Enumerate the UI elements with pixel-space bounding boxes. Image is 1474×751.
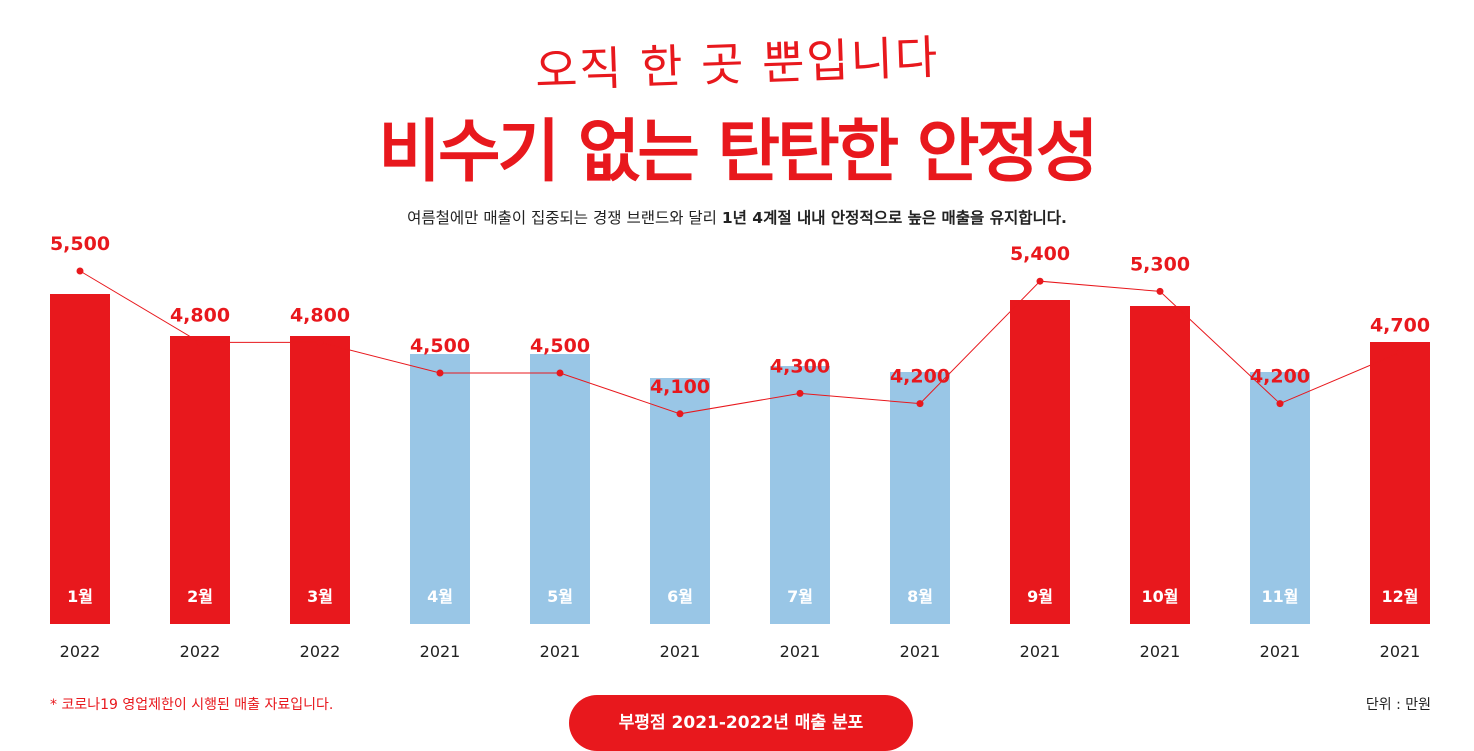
- bar-3: [290, 336, 350, 624]
- month-label-4: 4월: [427, 587, 453, 606]
- trend-point-2: [196, 338, 204, 346]
- value-label-6: 4,100: [650, 376, 710, 398]
- bar-7: [770, 366, 830, 624]
- year-label-1: 2022: [60, 642, 101, 661]
- year-label-3: 2022: [300, 642, 341, 661]
- year-label-10: 2021: [1140, 642, 1181, 661]
- trend-line: [79, 270, 1401, 415]
- subtitle: 여름철에만 매출이 집중되는 경쟁 브랜드와 달리 1년 4계절 내내 안정적으…: [0, 206, 1474, 228]
- value-label-2: 4,800: [170, 304, 230, 326]
- month-label-11: 11월: [1262, 587, 1299, 606]
- trend-point-3: [316, 338, 324, 346]
- month-label-1: 1월: [67, 587, 93, 606]
- sales-distribution-button[interactable]: 부평점 2021-2022년 매출 분포: [569, 695, 913, 751]
- trend-point-10: [1156, 287, 1164, 295]
- bar-12: [1370, 342, 1430, 624]
- month-label-10: 10월: [1142, 587, 1179, 606]
- bar-4: [410, 354, 470, 624]
- unit-label: 단위 : 만원: [1365, 697, 1431, 713]
- trend-point-8: [916, 400, 924, 408]
- value-label-8: 4,200: [890, 366, 950, 388]
- value-label-10: 5,300: [1130, 253, 1190, 275]
- headline: 비수기 없는 탄탄한 안정성: [378, 113, 1098, 192]
- bar-6: [650, 378, 710, 624]
- value-label-5: 4,500: [530, 335, 590, 357]
- value-label-7: 4,300: [770, 355, 830, 377]
- trend-point-9: [1036, 277, 1044, 285]
- bar-9: [1010, 300, 1070, 624]
- value-label-11: 4,200: [1250, 366, 1310, 388]
- subtitle-bold: 1년 4계절 내내 안정적으로 높은 매출을 유지합니다.: [721, 209, 1067, 227]
- value-label-4: 4,500: [410, 335, 470, 357]
- month-label-8: 8월: [907, 587, 933, 606]
- trend-point-4: [436, 369, 444, 377]
- trend-point-11: [1276, 400, 1284, 408]
- bar-1: [50, 294, 110, 624]
- year-label-9: 2021: [1020, 642, 1061, 661]
- year-label-2: 2022: [180, 642, 221, 661]
- month-label-12: 12월: [1382, 587, 1419, 606]
- year-label-8: 2021: [900, 642, 941, 661]
- bar-10: [1130, 306, 1190, 624]
- covid-footnote: * 코로나19 영업제한이 시행된 매출 자료입니다.: [50, 697, 334, 713]
- month-label-2: 2월: [187, 587, 213, 606]
- trend-point-7: [796, 389, 804, 397]
- value-label-1: 5,500: [50, 233, 110, 255]
- year-label-7: 2021: [780, 642, 821, 661]
- bar-11: [1250, 372, 1310, 624]
- bar-2: [170, 336, 230, 624]
- trend-point-6: [676, 410, 684, 418]
- month-label-5: 5월: [547, 587, 573, 606]
- year-label-6: 2021: [660, 642, 701, 661]
- trend-point-12: [1396, 349, 1404, 357]
- month-label-9: 9월: [1027, 587, 1053, 606]
- year-label-5: 2021: [540, 642, 581, 661]
- year-label-11: 2021: [1260, 642, 1301, 661]
- trend-point-5: [556, 369, 564, 377]
- value-label-12: 4,700: [1370, 315, 1430, 337]
- bar-8: [890, 372, 950, 624]
- year-label-4: 2021: [420, 642, 461, 661]
- trend-point-1: [76, 267, 84, 275]
- subtitle-regular: 여름철에만 매출이 집중되는 경쟁 브랜드와 달리: [407, 209, 722, 227]
- value-label-3: 4,800: [290, 304, 350, 326]
- month-label-3: 3월: [307, 587, 333, 606]
- year-label-12: 2021: [1380, 642, 1421, 661]
- month-label-7: 7월: [787, 587, 813, 606]
- bar-5: [530, 354, 590, 624]
- month-label-6: 6월: [667, 587, 693, 606]
- value-label-9: 5,400: [1010, 243, 1070, 265]
